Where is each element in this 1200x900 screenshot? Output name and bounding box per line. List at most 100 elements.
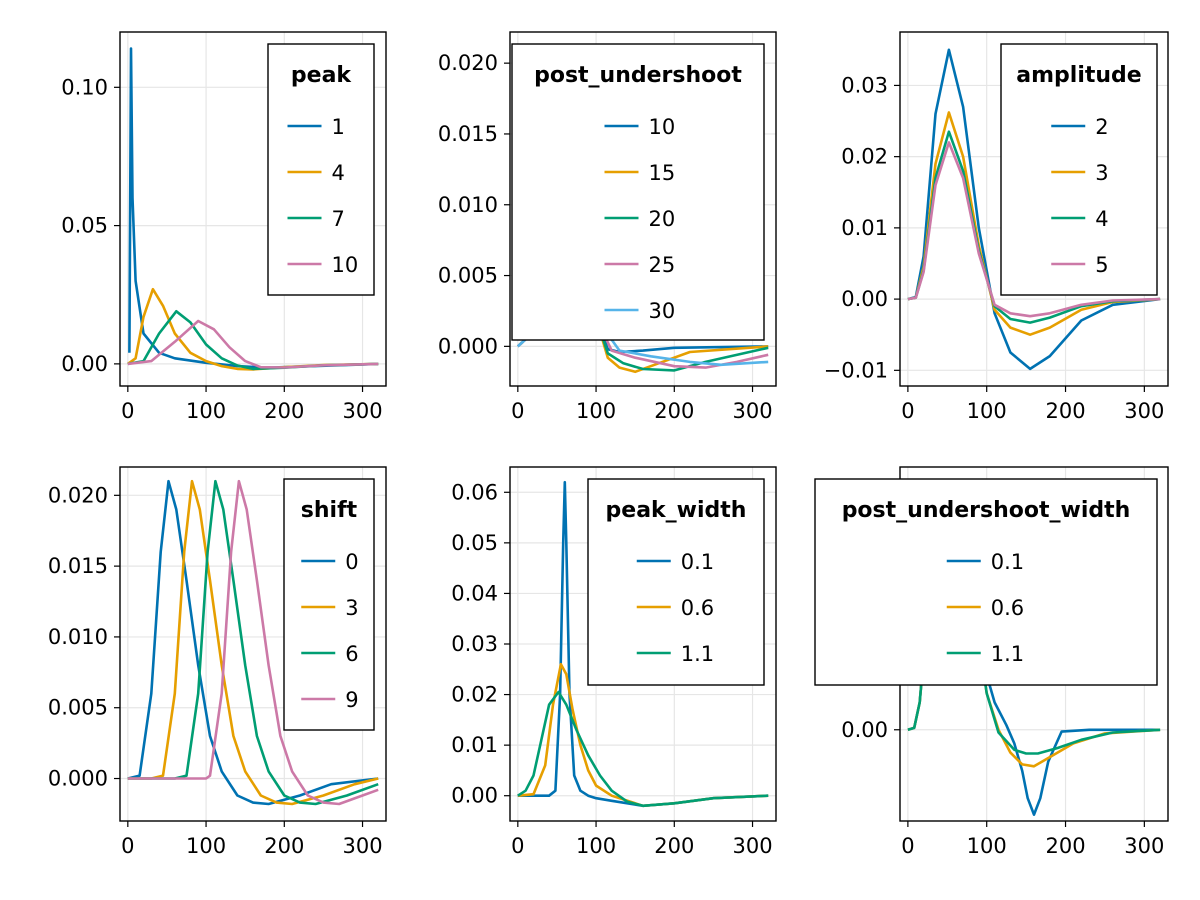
- y-tick-label: 0.015: [438, 122, 498, 146]
- plot-frame: [119, 466, 387, 822]
- y-tick-label: 0.00: [61, 352, 108, 376]
- y-tick-label: 0.05: [61, 214, 108, 238]
- y-tick-label: −0.01: [824, 358, 888, 382]
- x-tick-label: 300: [342, 399, 382, 423]
- y-tick-label: 0.00: [841, 287, 888, 311]
- series-line-1.1: [517, 690, 769, 808]
- legend-title: peak_width: [606, 498, 747, 523]
- panel-peak-width: 0 100 200 300 0.00 0.01 0.02 0.03 0.04 0.05 0.06 pe…: [451, 466, 777, 858]
- y-tick-label: 0.005: [438, 264, 498, 288]
- legend-label: 10: [332, 253, 359, 277]
- y-tick-label: 0.01: [451, 733, 498, 757]
- legend-label: 4: [1095, 207, 1108, 231]
- x-tick-label: 0: [121, 399, 134, 423]
- legend-label: 3: [345, 596, 358, 620]
- legend: amplitude 2 3 4 5: [1000, 43, 1158, 296]
- x-tick-label: 100: [186, 834, 226, 858]
- y-tick-label: 0.020: [48, 483, 108, 507]
- series-line-10: [127, 319, 379, 369]
- legend-label: 0: [345, 550, 358, 574]
- y-tick-label: 0.02: [841, 145, 888, 169]
- legend-label: 1: [332, 115, 345, 139]
- legend-label: 4: [332, 161, 345, 185]
- legend-label: 1.1: [991, 642, 1024, 666]
- legend-label: 5: [1095, 253, 1108, 277]
- x-tick-label: 300: [732, 399, 772, 423]
- x-tick-label: 200: [1045, 399, 1085, 423]
- legend: peak 1 4 7 10: [267, 43, 375, 296]
- x-tick-label: 100: [576, 399, 616, 423]
- series-line-4: [127, 287, 379, 371]
- x-tick-label: 300: [732, 834, 772, 858]
- legend-label: 10: [649, 115, 676, 139]
- y-tick-label: 0.005: [48, 696, 108, 720]
- legend-label: 20: [649, 207, 676, 231]
- legend-title: shift: [301, 498, 358, 523]
- legend-label: 30: [649, 299, 676, 323]
- y-tick-label: 0.04: [451, 581, 498, 605]
- legend-label: 0.6: [681, 596, 714, 620]
- y-tick-label: 0.05: [451, 531, 498, 555]
- x-tick-label: 200: [264, 834, 304, 858]
- legend-label: 0.6: [991, 596, 1024, 620]
- legend: peak_width 0.1 0.6 1.1: [587, 478, 765, 686]
- legend: post_undershoot_width 0.1 0.6 1.1: [814, 478, 1158, 686]
- legend-box: [267, 43, 375, 296]
- y-tick-label: 0.01: [841, 216, 888, 240]
- x-tick-label: 300: [342, 834, 382, 858]
- x-tick-label: 200: [654, 399, 694, 423]
- series-line-0: [127, 479, 379, 806]
- x-tick-label: 200: [1045, 834, 1085, 858]
- y-tick-label: 0.00: [841, 718, 888, 742]
- legend: post_undershoot 10 15 20 25 30: [511, 43, 765, 341]
- panel-post-undershoot-width: 0 100 200 300 0.00 post_undershoot_width 0.1 0.…: [814, 466, 1169, 858]
- panel-peak: 0 100 200 300 0.00 0.05 0.10 peak 1 4 7 10: [61, 31, 387, 423]
- legend-label: 6: [345, 642, 358, 666]
- legend-label: 2: [1095, 115, 1108, 139]
- legend-title: peak: [291, 63, 353, 88]
- panel-amplitude: 0 100 200 300 −0.01 0.00 0.01 0.02 0.03 amplitude…: [824, 31, 1169, 423]
- y-tick-label: 0.03: [451, 632, 498, 656]
- y-tick-label: 0.010: [48, 625, 108, 649]
- x-tick-label: 0: [901, 399, 914, 423]
- series-line-9: [127, 479, 379, 806]
- series-line-3: [127, 479, 379, 806]
- legend-label: 25: [649, 253, 676, 277]
- x-tick-label: 0: [511, 834, 524, 858]
- legend-label: 9: [345, 688, 358, 712]
- x-tick-label: 100: [967, 399, 1007, 423]
- plot-frame: [119, 31, 387, 387]
- y-tick-label: 0.02: [451, 683, 498, 707]
- x-tick-label: 0: [121, 834, 134, 858]
- legend-label: 0.1: [991, 550, 1024, 574]
- legend-label: 0.1: [681, 550, 714, 574]
- y-tick-label: 0.10: [61, 75, 108, 99]
- legend-title: amplitude: [1016, 63, 1141, 88]
- x-tick-label: 0: [901, 834, 914, 858]
- legend-label: 15: [649, 161, 676, 185]
- plot-frame: [509, 31, 777, 387]
- legend-box: [1000, 43, 1158, 296]
- x-tick-label: 0: [511, 399, 524, 423]
- y-tick-label: 0.010: [438, 193, 498, 217]
- legend-label: 1.1: [681, 642, 714, 666]
- x-tick-label: 300: [1124, 399, 1164, 423]
- legend-title: post_undershoot_width: [842, 498, 1131, 523]
- legend-label: 7: [332, 207, 345, 231]
- y-tick-label: 0.000: [438, 334, 498, 358]
- series-line-6: [127, 479, 379, 806]
- y-tick-label: 0.00: [451, 784, 498, 808]
- legend-label: 3: [1095, 161, 1108, 185]
- x-tick-label: 100: [576, 834, 616, 858]
- y-tick-label: 0.06: [451, 480, 498, 504]
- panel-shift: 0 100 200 300 0.000 0.005 0.010 0.015 0.020 shift…: [48, 466, 387, 858]
- legend: shift 0 3 6 9: [283, 478, 375, 731]
- series-line-5: [907, 141, 1161, 318]
- legend-box: [587, 478, 765, 686]
- series-line-2: [907, 48, 1161, 371]
- plot-frame: [899, 31, 1169, 387]
- y-tick-label: 0.015: [48, 554, 108, 578]
- legend-box: [283, 478, 375, 731]
- legend-title: post_undershoot: [534, 63, 742, 88]
